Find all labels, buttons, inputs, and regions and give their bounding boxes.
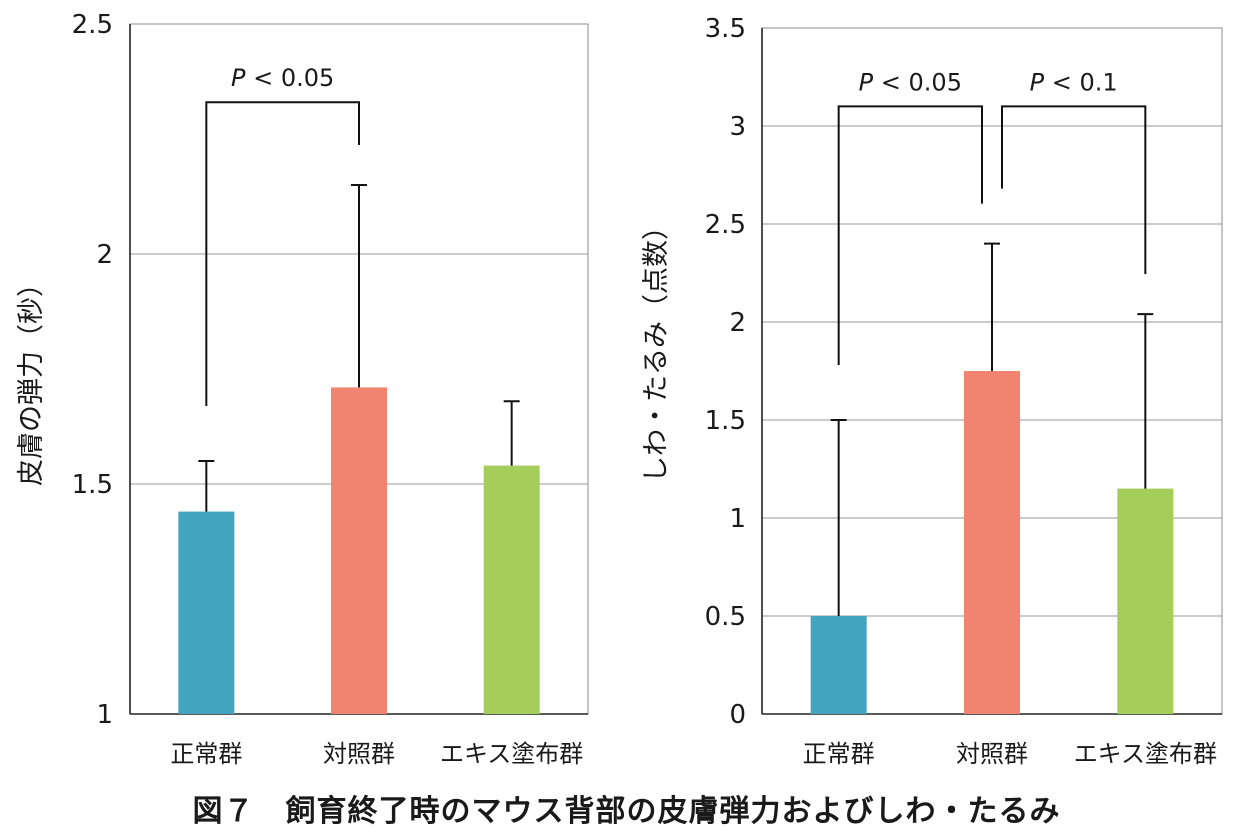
y-tick-label: 3 (729, 112, 746, 142)
significance-label: P < 0.05 (231, 64, 334, 92)
y-axis-label: 皮膚の弾力（秒） (16, 270, 47, 486)
category-label: エキス塗布群 (1074, 740, 1217, 768)
chart-panel-2: 0 0.5 1 1.5 2 2.5 3 3.5 正常群 対照群 エキス塗布群 しわ・たるみ（点数） P … (641, 14, 1223, 768)
y-tick-label: 3.5 (705, 14, 746, 44)
y-tick-label: 1 (729, 504, 746, 534)
category-label: 対照群 (323, 740, 395, 768)
significance-label: P < 0.1 (1030, 68, 1118, 96)
category-label: エキス塗布群 (440, 740, 583, 768)
y-tick-label: 0 (729, 700, 746, 730)
category-label: 正常群 (170, 740, 242, 768)
bar (1117, 488, 1174, 714)
significance-bracket (837, 105, 983, 365)
bar (810, 616, 867, 714)
y-tick-label: 2 (729, 308, 746, 338)
figure-caption: 図７ 飼育終了時のマウス背部の皮膚弾力およびしわ・たるみ (192, 794, 1061, 829)
significance-bracket (205, 101, 360, 406)
bar (331, 387, 387, 714)
category-label: 対照群 (956, 740, 1028, 768)
y-tick-label: 1.5 (705, 406, 746, 436)
y-tick-label: 2.5 (72, 10, 113, 40)
bar (964, 371, 1020, 714)
significance-bracket (1001, 105, 1147, 275)
bar (178, 511, 235, 714)
y-axis-label: しわ・たるみ（点数） (641, 213, 672, 483)
y-tick-label: 0.5 (705, 602, 746, 632)
figure: 1 1.5 2 2.5 正常群 対照群 エキス塗布群 皮膚の弾力（秒） P < 0.05 0 0.5… (16, 10, 1223, 768)
bar (483, 465, 540, 714)
significance-label: P < 0.05 (859, 68, 962, 96)
y-tick-label: 1.5 (72, 470, 113, 500)
y-tick-label: 2 (96, 240, 113, 270)
chart-panel-1: 1 1.5 2 2.5 正常群 対照群 エキス塗布群 皮膚の弾力（秒） P < 0.05 (16, 10, 589, 768)
y-tick-label: 1 (96, 700, 113, 730)
y-tick-label: 2.5 (705, 210, 746, 240)
category-label: 正常群 (803, 740, 875, 768)
